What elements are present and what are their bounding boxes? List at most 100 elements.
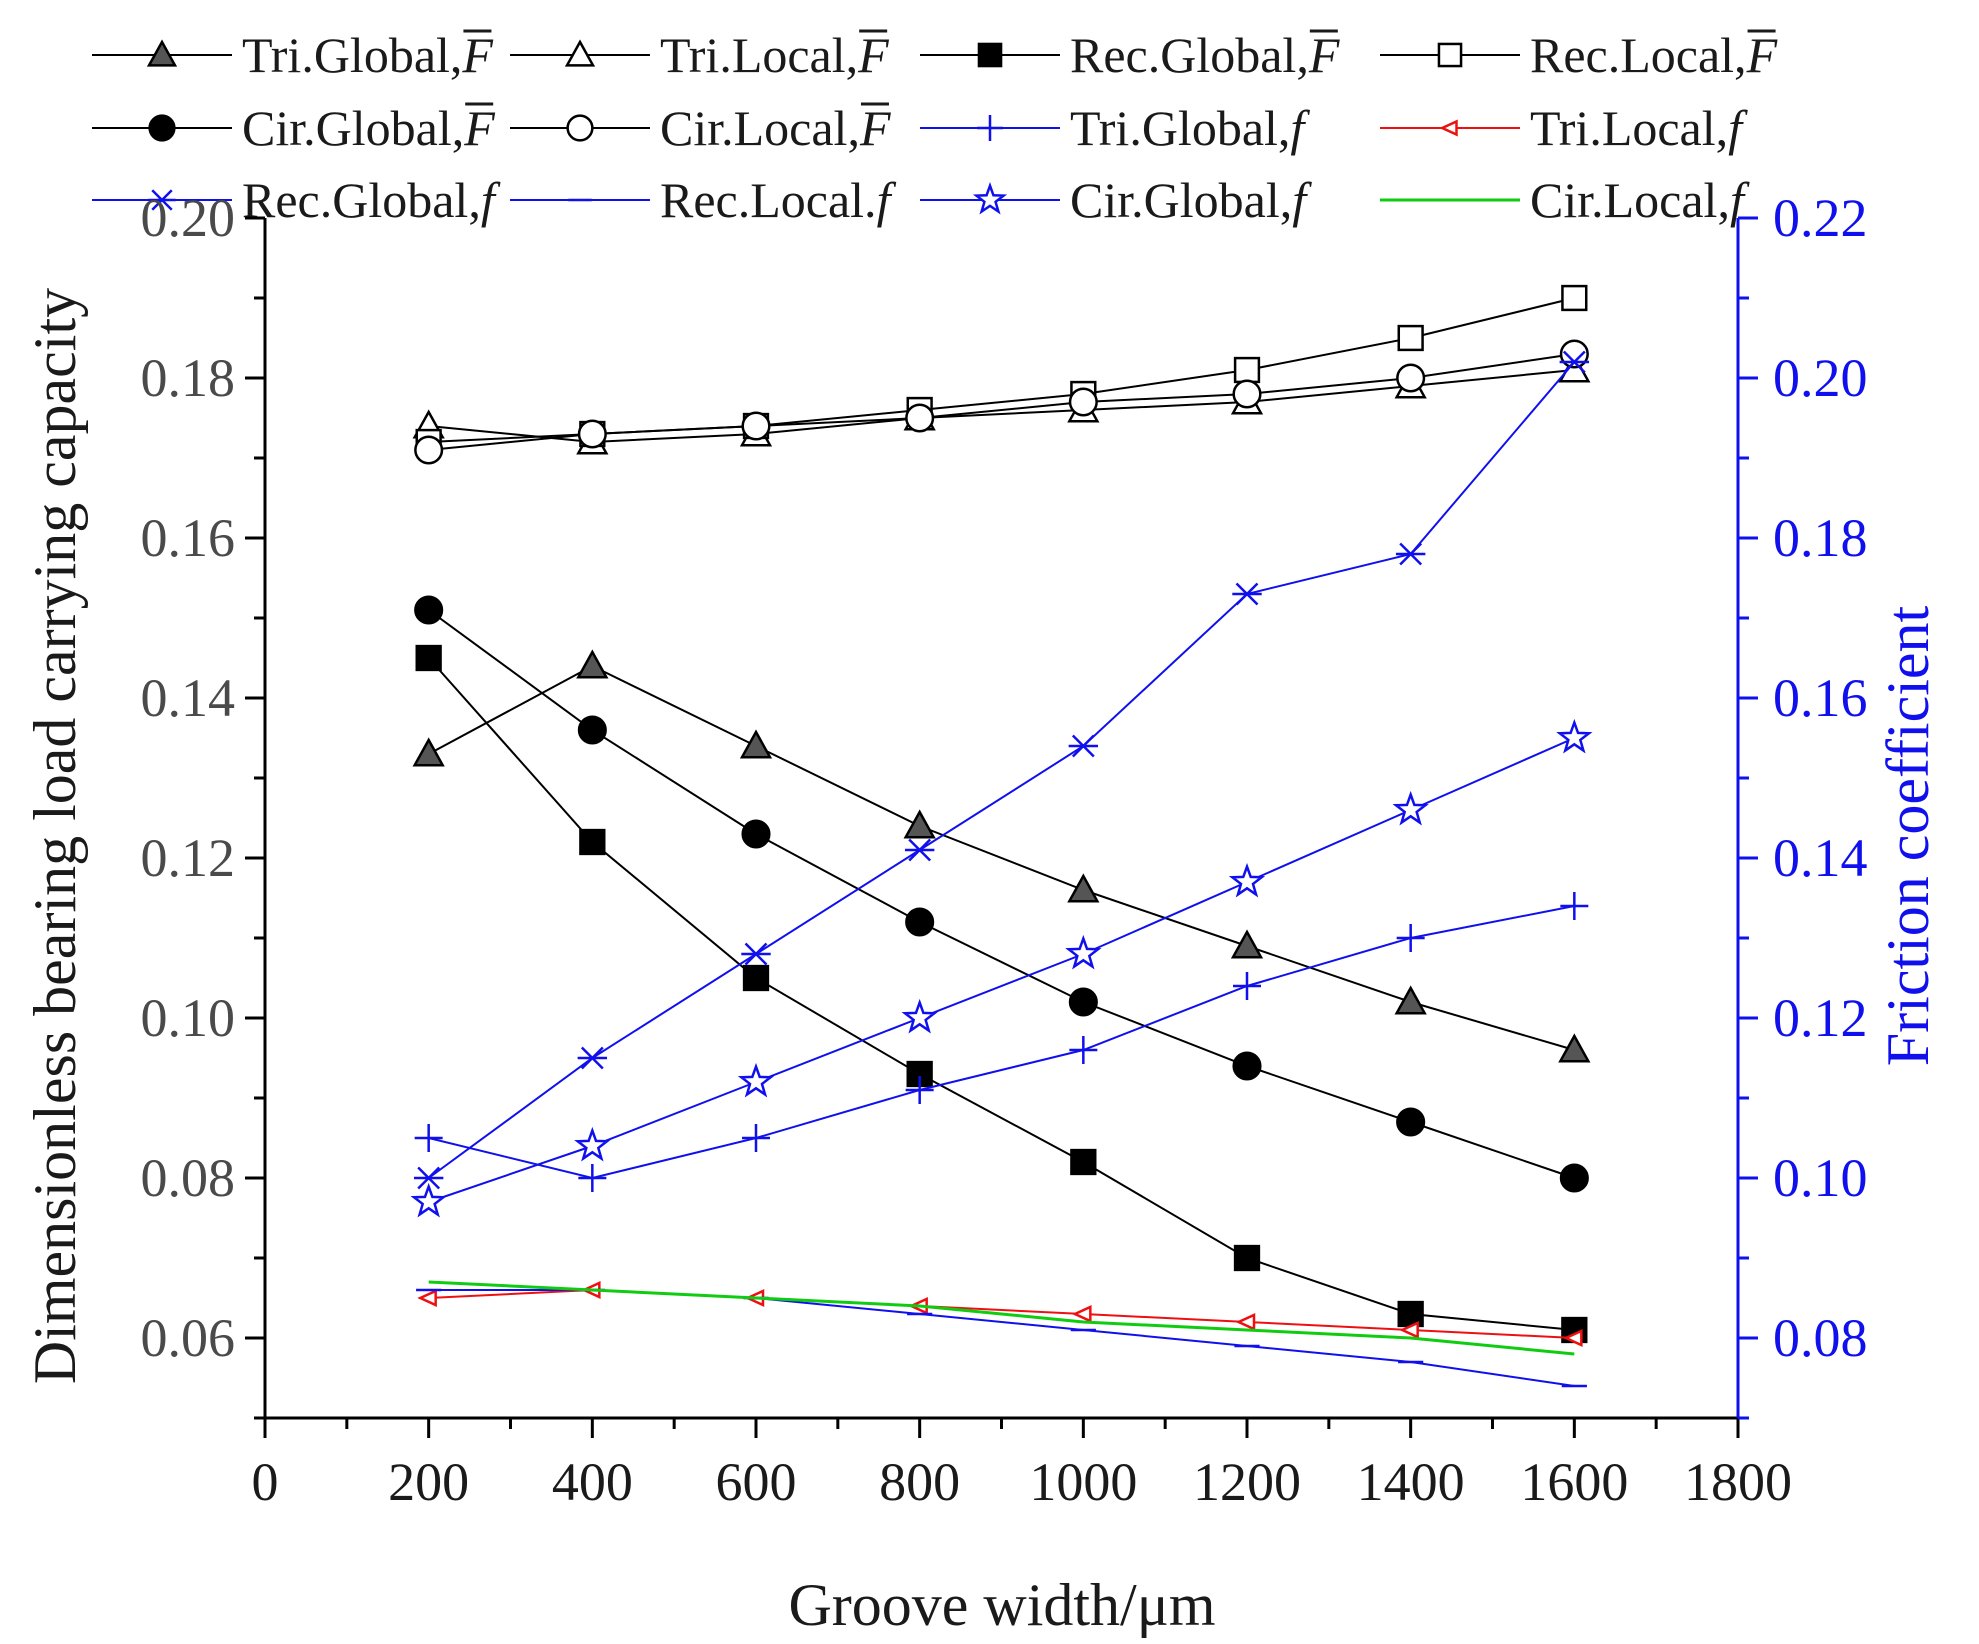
- data-point: [741, 942, 771, 966]
- data-point: [577, 1046, 608, 1070]
- series-line: [428, 1280, 1575, 1356]
- series-line: [428, 361, 1576, 1179]
- y-left-axis-title: Dimensionless bearing load carrying capa…: [22, 288, 88, 1384]
- data-point: [1562, 1329, 1583, 1347]
- x-tick-label: 0: [252, 1452, 279, 1512]
- data-point: [1396, 363, 1426, 393]
- data-point: [741, 819, 771, 849]
- data-point: [1067, 873, 1100, 903]
- series-8: [413, 350, 1590, 1190]
- y-left-tick-label: 0.20: [141, 188, 236, 248]
- y-right-tick-label: 0.10: [1773, 1148, 1868, 1208]
- legend-item: Tri.Global,F: [92, 27, 493, 83]
- legend-label-symbol: F: [463, 100, 495, 156]
- legend-label-name: Rec.Local,: [1530, 27, 1747, 83]
- data-point: [574, 1126, 611, 1162]
- legend-item: Tri.Local,F: [510, 27, 889, 83]
- data-point: [1397, 324, 1424, 352]
- legend-label: Tri.Local,F: [660, 27, 889, 83]
- data-point: [577, 715, 607, 745]
- legend-item: Rec.Global,F: [920, 27, 1340, 83]
- data-point: [412, 737, 445, 767]
- data-point: [742, 1124, 770, 1152]
- legend-label-name: Cir.Local,: [660, 100, 860, 156]
- data-point: [414, 595, 444, 625]
- series-line: [428, 609, 1575, 1179]
- y-left-tick-label: 0.06: [141, 1308, 236, 1368]
- data-point: [1070, 1148, 1097, 1176]
- legend-label-symbol: f: [1730, 172, 1750, 228]
- legend-label-symbol: F: [1746, 27, 1778, 83]
- data-point: [1396, 1107, 1426, 1137]
- y-left-tick-label: 0.14: [141, 668, 236, 728]
- legend-label-symbol: f: [877, 172, 897, 228]
- series-5: [414, 339, 1589, 465]
- legend-label-name: Rec.Local.: [660, 172, 877, 228]
- legend-label-symbol: F: [859, 100, 891, 156]
- data-point: [1232, 1051, 1262, 1081]
- y-left-tick-label: 0.10: [141, 988, 236, 1048]
- data-point: [1558, 1033, 1591, 1063]
- y-right-tick-label: 0.14: [1773, 828, 1868, 888]
- legend-label-name: Cir.Global,: [1070, 172, 1292, 228]
- data-point: [1065, 934, 1102, 970]
- data-point: [905, 907, 935, 937]
- series-line: [427, 657, 1575, 1331]
- series-0: [412, 649, 1591, 1063]
- x-tick-label: 1600: [1520, 1452, 1628, 1512]
- data-point: [1559, 339, 1589, 369]
- series-6: [414, 892, 1589, 1192]
- legend-label-name: Tri.Global,: [242, 27, 462, 83]
- legend-item: Cir.Local,F: [510, 100, 891, 156]
- data-point: [564, 39, 596, 67]
- legend-label-symbol: F: [461, 27, 493, 83]
- legend-label-symbol: F: [1308, 27, 1340, 83]
- data-point: [1232, 379, 1262, 409]
- data-point: [1397, 1300, 1424, 1328]
- legend-item: Cir.Local,f: [1380, 172, 1750, 228]
- x-tick-label: 800: [879, 1452, 960, 1512]
- data-point: [1068, 987, 1098, 1017]
- data-point: [577, 419, 607, 449]
- y-left-tick-label: 0.16: [141, 508, 236, 568]
- series-7: [417, 1281, 1583, 1347]
- data-point: [904, 838, 935, 862]
- x-tick-label: 600: [716, 1452, 797, 1512]
- x-tick-label: 400: [552, 1452, 633, 1512]
- y-right-axis-title: Friction coefficient: [1875, 605, 1941, 1066]
- legend-label: Rec.Local.f: [660, 172, 897, 228]
- legend-label: Tri.Global,f: [1070, 100, 1310, 156]
- legend: Tri.Global,F Tri.Local,F Rec.Global,F Rec.L…: [92, 27, 1778, 228]
- series-line: [428, 737, 1575, 1203]
- data-point: [1559, 350, 1590, 374]
- y-left-tick-label: 0.08: [141, 1148, 236, 1208]
- data-point: [1399, 1321, 1419, 1339]
- data-point: [977, 42, 1003, 68]
- data-point: [1233, 972, 1261, 1000]
- data-point: [1068, 387, 1098, 417]
- legend-label-symbol: f: [481, 172, 501, 228]
- legend-label-symbol: f: [1290, 100, 1310, 156]
- legend-label-name: Tri.Global,: [1070, 100, 1290, 156]
- series-layer: [410, 284, 1593, 1388]
- y-left-tick-label: 0.12: [141, 828, 236, 888]
- data-point: [901, 998, 938, 1034]
- data-point: [1230, 929, 1264, 959]
- series-line: [428, 353, 1575, 451]
- legend-label: Cir.Local,f: [1530, 172, 1750, 228]
- data-point: [905, 1076, 934, 1104]
- series-11: [428, 1280, 1575, 1356]
- data-point: [414, 435, 444, 465]
- data-point: [1437, 42, 1463, 68]
- x-tick-label: 1400: [1357, 1452, 1465, 1512]
- legend-item: Cir.Global,f: [920, 172, 1312, 228]
- data-point: [742, 964, 770, 992]
- legend-item: Rec.Local,F: [1380, 27, 1778, 83]
- data-point: [977, 115, 1003, 141]
- data-point: [417, 1289, 437, 1307]
- legend-label-symbol: f: [1728, 100, 1748, 156]
- legend-label-name: Cir.Local,: [1530, 172, 1730, 228]
- series-4: [414, 595, 1589, 1193]
- data-point: [1559, 1163, 1589, 1193]
